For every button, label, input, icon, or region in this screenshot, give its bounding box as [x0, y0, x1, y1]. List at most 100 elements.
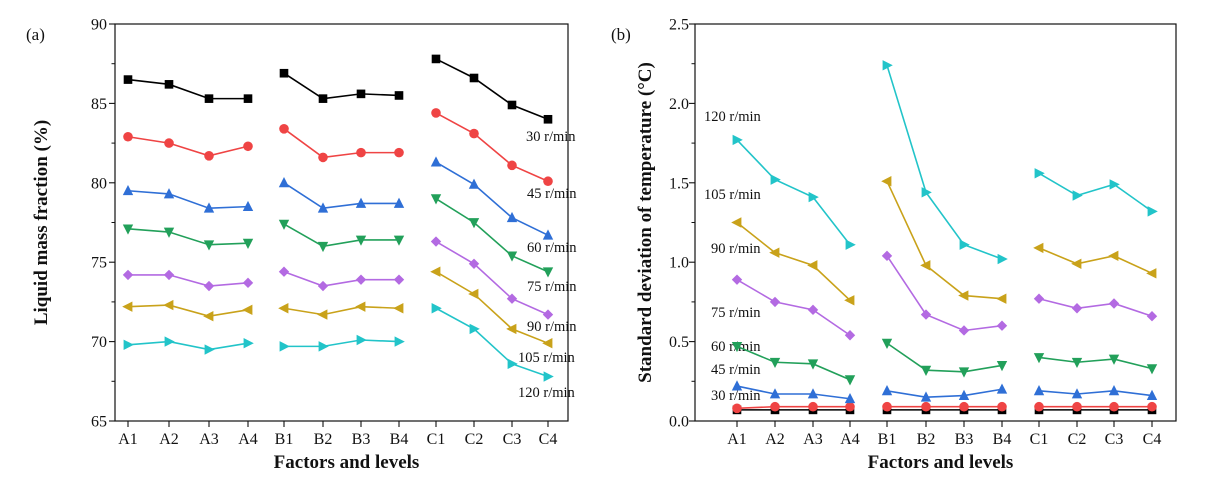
x-tick-label: A4 [238, 431, 258, 448]
series-line [435, 112, 549, 182]
data-point [959, 401, 969, 412]
data-point [393, 274, 405, 285]
series-line [127, 135, 249, 157]
series-label: 45 r/min [527, 186, 577, 202]
data-point [1146, 389, 1158, 400]
data-point [997, 401, 1007, 412]
x-tick-label: B1 [878, 431, 897, 448]
data-point [732, 134, 743, 146]
series-90-r-min: 90 r/min [122, 236, 577, 335]
data-point [542, 337, 553, 349]
data-point [317, 309, 328, 320]
data-point [920, 391, 932, 402]
data-point [507, 100, 517, 110]
data-point [731, 274, 743, 285]
data-point [163, 188, 175, 199]
data-point [881, 385, 893, 396]
data-point [1108, 354, 1120, 365]
data-point [506, 323, 517, 335]
y-tick-label: 0.5 [669, 334, 689, 351]
data-point [203, 240, 215, 251]
x-tick-label: C1 [427, 431, 446, 448]
y-tick-label: 75 [91, 255, 107, 272]
data-point [844, 295, 855, 306]
chart-panel-b: 0.0 0.5 1.0 1.5 2.0 2.5 A1 A2 A3 A4 B1 B2 B3 B4 C1 C2 C3… [611, 17, 1177, 473]
series-120-r-min: 120 r/min [704, 60, 1158, 265]
data-point [1147, 401, 1157, 412]
data-point [997, 253, 1008, 265]
series-line [736, 221, 851, 301]
data-point [920, 309, 932, 320]
series-line [435, 198, 549, 273]
data-point [204, 94, 214, 103]
data-point [203, 310, 214, 322]
y-tick-label: 1.0 [669, 255, 689, 272]
y-tick-label: 80 [91, 175, 107, 192]
data-point [542, 309, 554, 320]
series-line [283, 223, 399, 248]
data-point [242, 277, 254, 289]
series-label: 75 r/min [527, 279, 577, 295]
series-line [736, 139, 851, 246]
series-label: 90 r/min [711, 241, 761, 257]
data-point [731, 380, 743, 391]
y-axis-title: Liquid mass fraction (%) [31, 120, 52, 325]
series-line [1038, 390, 1153, 397]
data-point [882, 401, 892, 412]
x-tick-label: B4 [993, 431, 1012, 448]
data-point [808, 191, 819, 203]
data-point [1033, 242, 1044, 254]
data-point [1146, 364, 1158, 375]
data-point [468, 218, 480, 229]
data-point [507, 358, 518, 370]
data-point [355, 301, 366, 312]
series-line [435, 161, 549, 236]
data-point [163, 227, 175, 238]
series-label: 120 r/min [704, 109, 762, 125]
data-point [731, 217, 742, 228]
data-point [431, 108, 441, 118]
series-line [1038, 247, 1153, 275]
x-tick-label: B3 [352, 431, 371, 448]
y-tick-label: 70 [91, 334, 107, 351]
x-tick-label: C3 [503, 431, 522, 448]
data-point [164, 80, 174, 89]
data-point [356, 89, 366, 99]
data-point [543, 114, 553, 124]
x-tick-label: C2 [1068, 431, 1087, 448]
data-point [469, 73, 479, 83]
x-tick-label: A2 [765, 431, 785, 448]
y-axis-title: Standard deviation of temperature (°C) [635, 62, 656, 383]
data-point [394, 336, 405, 347]
series-line [886, 180, 1003, 300]
series-30-r-min: 30 r/min [123, 54, 576, 145]
y-tick-label: 2.0 [669, 96, 689, 113]
data-point [278, 303, 289, 314]
data-point [279, 341, 290, 352]
data-point [317, 202, 329, 213]
data-point [844, 375, 856, 386]
data-point [430, 236, 442, 247]
data-point [958, 367, 970, 378]
data-point [996, 361, 1008, 372]
y-tick-label: 90 [91, 17, 107, 34]
data-point [769, 357, 781, 369]
series-line [1038, 297, 1153, 317]
data-point [506, 293, 518, 304]
x-tick-label: B2 [917, 431, 936, 448]
series-label: 90 r/min [527, 319, 577, 335]
data-point [243, 337, 254, 349]
data-point [769, 247, 780, 258]
series-label: 30 r/min [526, 129, 576, 145]
y-tick-label: 0.0 [669, 414, 689, 431]
data-point [807, 359, 819, 370]
data-point [542, 267, 554, 278]
series-90-r-min: 90 r/min [711, 241, 1158, 341]
data-point [278, 266, 290, 277]
data-point [1072, 401, 1082, 412]
data-point [769, 388, 781, 399]
series-line [1038, 356, 1153, 370]
data-point [1109, 179, 1120, 190]
data-point [163, 269, 175, 281]
data-point [543, 176, 553, 187]
